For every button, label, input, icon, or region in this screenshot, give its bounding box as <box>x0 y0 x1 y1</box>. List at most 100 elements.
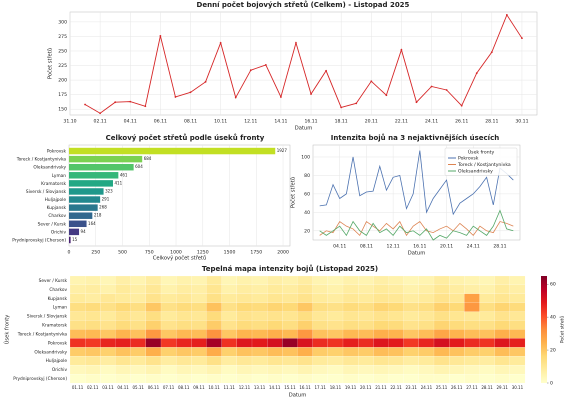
heat-cell <box>85 320 101 330</box>
x-tick-label: 28.11 <box>485 119 498 125</box>
heat-cell <box>418 338 435 348</box>
heat-cell <box>267 293 283 303</box>
x-tick-label: 1250 <box>197 250 209 256</box>
heat-cell <box>130 320 146 330</box>
y-axis-label: Počet střetů <box>47 48 54 79</box>
heat-cell <box>358 374 374 384</box>
heat-cell <box>206 293 222 303</box>
heat-cell <box>145 293 162 303</box>
colorbar-tick-label: 60 <box>550 282 556 288</box>
point <box>325 69 327 72</box>
x-tick-label: 15.11 <box>284 385 296 390</box>
heat-cell <box>267 347 283 357</box>
heat-cell <box>342 338 359 348</box>
heat-cell <box>312 374 328 384</box>
heat-cell <box>251 374 268 384</box>
legend-box <box>444 147 518 176</box>
x-tick-label: 21.11 <box>375 385 387 390</box>
heat-cell <box>176 302 192 312</box>
heat-cell <box>191 374 207 384</box>
y-tick-label: Prydniprovskyj (Cherson) <box>13 376 67 382</box>
chart-title: Celkový počet střetů podle úseků fronty <box>106 133 265 142</box>
heat-cell <box>160 329 177 339</box>
heat-cell <box>100 302 116 312</box>
point <box>430 85 433 88</box>
x-tick-label: 06.11 <box>154 119 167 125</box>
heat-cell <box>449 320 465 330</box>
heat-cell <box>236 329 253 339</box>
heat-cell <box>206 338 222 348</box>
heat-cell <box>206 311 222 321</box>
heat-cell <box>509 275 526 286</box>
heat-cell <box>312 347 328 357</box>
x-tick-label: 04.11 <box>124 119 137 125</box>
heat-cell <box>176 284 192 294</box>
heat-cell <box>479 365 495 375</box>
point <box>174 96 177 98</box>
colorbar-label: Počet střetů <box>559 316 566 344</box>
heat-cell <box>464 365 480 375</box>
x-tick-label: 24.11 <box>467 244 480 250</box>
heat-cell <box>267 374 283 384</box>
heat-cell <box>176 275 192 286</box>
x-tick-label: 28.11 <box>481 385 493 390</box>
heat-cell <box>418 347 435 357</box>
heat-cell <box>282 374 298 384</box>
heat-cell <box>115 365 131 375</box>
heat-cell <box>221 365 237 375</box>
heat-cell <box>191 275 207 286</box>
heat-cell <box>312 338 328 348</box>
y-tick-label: 225 <box>58 63 67 69</box>
y-tick-label: Orichiv <box>52 367 68 373</box>
heat-cell <box>69 311 86 321</box>
x-tick-label: 07.11 <box>163 385 175 390</box>
legend-label: Pokrovsk <box>458 156 479 162</box>
heat-cell <box>403 275 419 286</box>
heat-cell <box>236 347 253 357</box>
heat-cell <box>479 329 495 339</box>
heat-cell <box>160 347 177 357</box>
heat-cell <box>176 293 192 303</box>
heat-cell <box>464 311 480 321</box>
heat-cell <box>251 356 268 366</box>
heat-cell <box>160 374 177 384</box>
x-tick-label: 04.11 <box>333 244 346 250</box>
heat-cell <box>206 320 222 330</box>
heat-cell <box>418 374 435 384</box>
y-tick-label: Oleksandrivsky <box>34 349 67 355</box>
heat-cell <box>464 374 480 384</box>
heat-cell <box>191 338 207 348</box>
heat-cell <box>145 320 162 330</box>
heat-cell <box>206 284 222 294</box>
heat-cell <box>418 275 435 286</box>
heat-cell <box>251 302 268 312</box>
y-tick-label: Huljajpole <box>45 197 67 203</box>
heat-cell <box>388 338 404 348</box>
heat-cell <box>191 311 207 321</box>
heat-cell <box>479 302 495 312</box>
heat-cell <box>69 275 86 286</box>
heat-cell <box>388 320 404 330</box>
heat-cell <box>160 356 177 366</box>
heat-cell <box>342 374 359 384</box>
y-tick-label: Sever / Kursk <box>38 221 67 227</box>
heat-cell <box>464 356 480 366</box>
heat-cell <box>115 356 131 366</box>
heat-cell <box>388 347 404 357</box>
heat-cell <box>358 275 374 286</box>
heat-cell <box>479 338 495 348</box>
y-tick-label: Huljajpole <box>46 358 68 364</box>
x-tick-label: 250 <box>91 250 100 256</box>
heat-cell <box>509 347 526 357</box>
heat-cell <box>221 284 237 294</box>
heat-cell <box>100 365 116 375</box>
heat-cell <box>403 374 419 384</box>
heat-cell <box>85 302 101 312</box>
point <box>385 94 388 97</box>
heat-cell <box>388 302 404 312</box>
heat-cell <box>479 356 495 366</box>
heat-cell <box>145 365 162 375</box>
legend-title: Úsek fronty <box>468 149 495 156</box>
heat-cell <box>85 275 101 286</box>
